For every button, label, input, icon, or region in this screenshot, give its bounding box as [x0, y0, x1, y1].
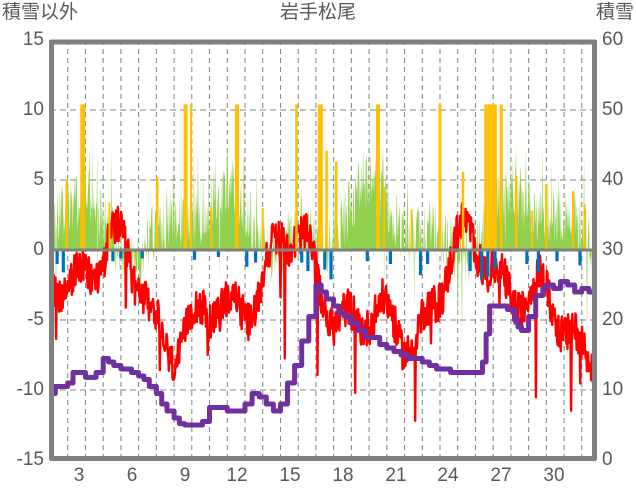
snowfall-bar [306, 250, 310, 271]
plot-frame [49, 39, 597, 461]
snowfall-bar [323, 250, 327, 270]
left-axis-tick-neg10: -10 [16, 379, 44, 400]
precipitation-bar [531, 210, 534, 250]
x-axis-tick-12: 12 [226, 465, 248, 486]
precipitation-bar [376, 104, 380, 251]
left-axis-unit-label: 積雪以外 [2, 2, 79, 23]
x-axis-tick-27: 27 [490, 465, 512, 486]
precipitation-bar [410, 209, 413, 250]
snowfall-bar [525, 250, 529, 264]
precipitation-bar [80, 104, 86, 251]
snowfall-bar [536, 250, 540, 273]
precipitation-bar [545, 184, 548, 250]
precipitation-bar [235, 104, 239, 251]
snowfall-bar [486, 250, 490, 277]
precipitation-bar [210, 206, 213, 250]
precipitation-bar [65, 180, 69, 250]
snowfall-bar [254, 250, 258, 263]
snowfall-bar [192, 250, 197, 260]
right-axis-tick-60: 60 [602, 29, 624, 50]
snowfall-bar [468, 250, 472, 271]
snowfall-bar [55, 250, 59, 264]
snowfall-bar [300, 250, 304, 263]
snowfall-bar [480, 250, 484, 280]
precipitation-bar [335, 161, 338, 250]
snowfall-bar [216, 250, 220, 257]
precipitation-bar [583, 203, 586, 250]
snowfall-bar [418, 250, 423, 276]
series-layer [50, 104, 596, 428]
x-axis-tick-3: 3 [73, 465, 85, 486]
snowfall-bar [365, 250, 369, 262]
precipitation-bar [487, 104, 497, 251]
x-axis-tick-6: 6 [126, 465, 138, 486]
right-axis-tick-30: 30 [602, 239, 624, 260]
precipitation-bar [515, 175, 518, 250]
red-temperature-series [50, 201, 596, 422]
left-axis-tick-neg15: -15 [16, 449, 44, 470]
precipitation-bar [261, 208, 264, 250]
x-axis-tick-18: 18 [332, 465, 354, 486]
left-axis-tick-neg5: -5 [27, 309, 44, 330]
chart-title: 岩手松尾 [279, 2, 356, 23]
precipitation-bar [499, 104, 503, 251]
left-axis-tick-5: 5 [33, 169, 44, 190]
precipitation-bar [438, 104, 442, 251]
left-axis-tick-15: 15 [22, 29, 44, 50]
precipitation-bar [156, 177, 159, 250]
precipitation-bar [484, 104, 488, 251]
x-axis-tick-24: 24 [437, 465, 459, 486]
precipitation-bar [189, 104, 192, 251]
snowfall-bar [555, 250, 559, 262]
left-axis-tick-10: 10 [22, 99, 44, 120]
precipitation-bar [317, 104, 323, 251]
snowfall-bar [493, 250, 497, 270]
left-axis-tick-0: 0 [33, 239, 44, 260]
precipitation-bar [461, 171, 465, 250]
right-axis-tick-50: 50 [602, 99, 624, 120]
precipitation-bar [183, 104, 188, 251]
snowfall-bar [426, 250, 430, 264]
precipitation-bar [325, 150, 328, 250]
snowfall-bar [119, 250, 123, 259]
snowfall-bar [111, 250, 115, 262]
precipitation-bar [295, 104, 298, 251]
right-axis-tick-10: 10 [602, 379, 624, 400]
precipitation-bar [572, 191, 574, 250]
right-axis-unit-label: 積雪 [595, 2, 634, 23]
snowfall-bar [388, 250, 392, 264]
right-axis-tick-40: 40 [602, 169, 624, 190]
precipitation-bar [108, 202, 111, 250]
green-area-series [50, 146, 596, 347]
snowfall-bar [578, 250, 582, 266]
right-axis-tick-20: 20 [602, 309, 624, 330]
snowfall-bar [329, 250, 333, 280]
x-axis-tick-21: 21 [385, 465, 407, 486]
snowfall-bar [140, 250, 144, 259]
right-axis-tick-0: 0 [602, 449, 613, 470]
snowfall-bar [245, 250, 249, 267]
snow-depth-series [50, 279, 596, 428]
x-axis-tick-9: 9 [179, 465, 191, 486]
x-axis-tick-30: 30 [543, 465, 565, 486]
precipitation-bar [383, 187, 386, 250]
snowfall-bar [61, 250, 65, 273]
x-axis-tick-15: 15 [279, 465, 301, 486]
